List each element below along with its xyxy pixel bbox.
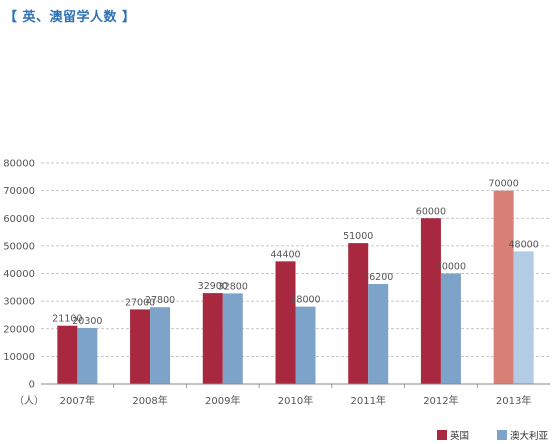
data-label: 36200 — [363, 272, 393, 283]
legend-label-au: 澳大利亚 — [510, 430, 549, 442]
data-label: 70000 — [489, 179, 519, 190]
data-label: 21100 — [52, 314, 82, 325]
legend-swatch-au — [497, 430, 507, 440]
y-tick-label: 60000 — [3, 214, 35, 225]
bar-au — [440, 273, 461, 384]
bar-au — [513, 251, 534, 384]
y-tick-label: 10000 — [3, 352, 35, 363]
data-label: 40000 — [436, 262, 466, 273]
y-tick-label: 50000 — [3, 241, 35, 252]
bar-uk — [202, 293, 223, 384]
x-tick-label: 2010年 — [278, 394, 313, 407]
data-label: 51000 — [343, 231, 373, 242]
y-tick-label: 70000 — [3, 186, 35, 197]
x-tick-label: 2008年 — [132, 394, 167, 407]
bar-uk — [275, 261, 296, 384]
unit-label: （人） — [14, 395, 44, 407]
data-label: 48000 — [509, 239, 539, 250]
y-tick-label: 20000 — [3, 324, 35, 335]
bar-au — [77, 327, 98, 384]
bar-uk — [57, 325, 78, 384]
x-tick-label: 2009年 — [205, 394, 240, 407]
bar-uk — [420, 218, 441, 384]
x-tick-label: 2012年 — [423, 394, 458, 407]
data-label: 32900 — [198, 281, 228, 292]
bar-uk — [130, 309, 151, 384]
y-tick-label: 40000 — [3, 269, 35, 280]
data-label: 28000 — [290, 295, 320, 306]
x-tick-label: 2011年 — [350, 394, 385, 407]
legend-label-uk: 英国 — [450, 430, 469, 442]
bar-uk — [348, 243, 369, 384]
bar-uk — [493, 190, 514, 384]
data-label: 27000 — [125, 297, 155, 308]
data-label: 60000 — [416, 206, 446, 217]
data-label: 32800 — [218, 281, 248, 292]
y-tick-label: 30000 — [3, 297, 35, 308]
y-tick-label: 0 — [29, 380, 35, 391]
bar-au — [368, 283, 389, 384]
x-tick-label: 2007年 — [60, 394, 95, 407]
chart-title: 【 英、澳留学人数 】 — [4, 10, 136, 25]
bar-au — [150, 307, 171, 384]
data-label: 20300 — [72, 316, 102, 327]
y-tick-label: 80000 — [3, 159, 35, 170]
data-label: 27800 — [145, 295, 175, 306]
bar-au — [295, 306, 316, 384]
bar-au — [222, 293, 243, 384]
legend-swatch-uk — [437, 430, 447, 440]
x-tick-label: 2013年 — [496, 394, 531, 407]
data-label: 44400 — [270, 249, 300, 260]
